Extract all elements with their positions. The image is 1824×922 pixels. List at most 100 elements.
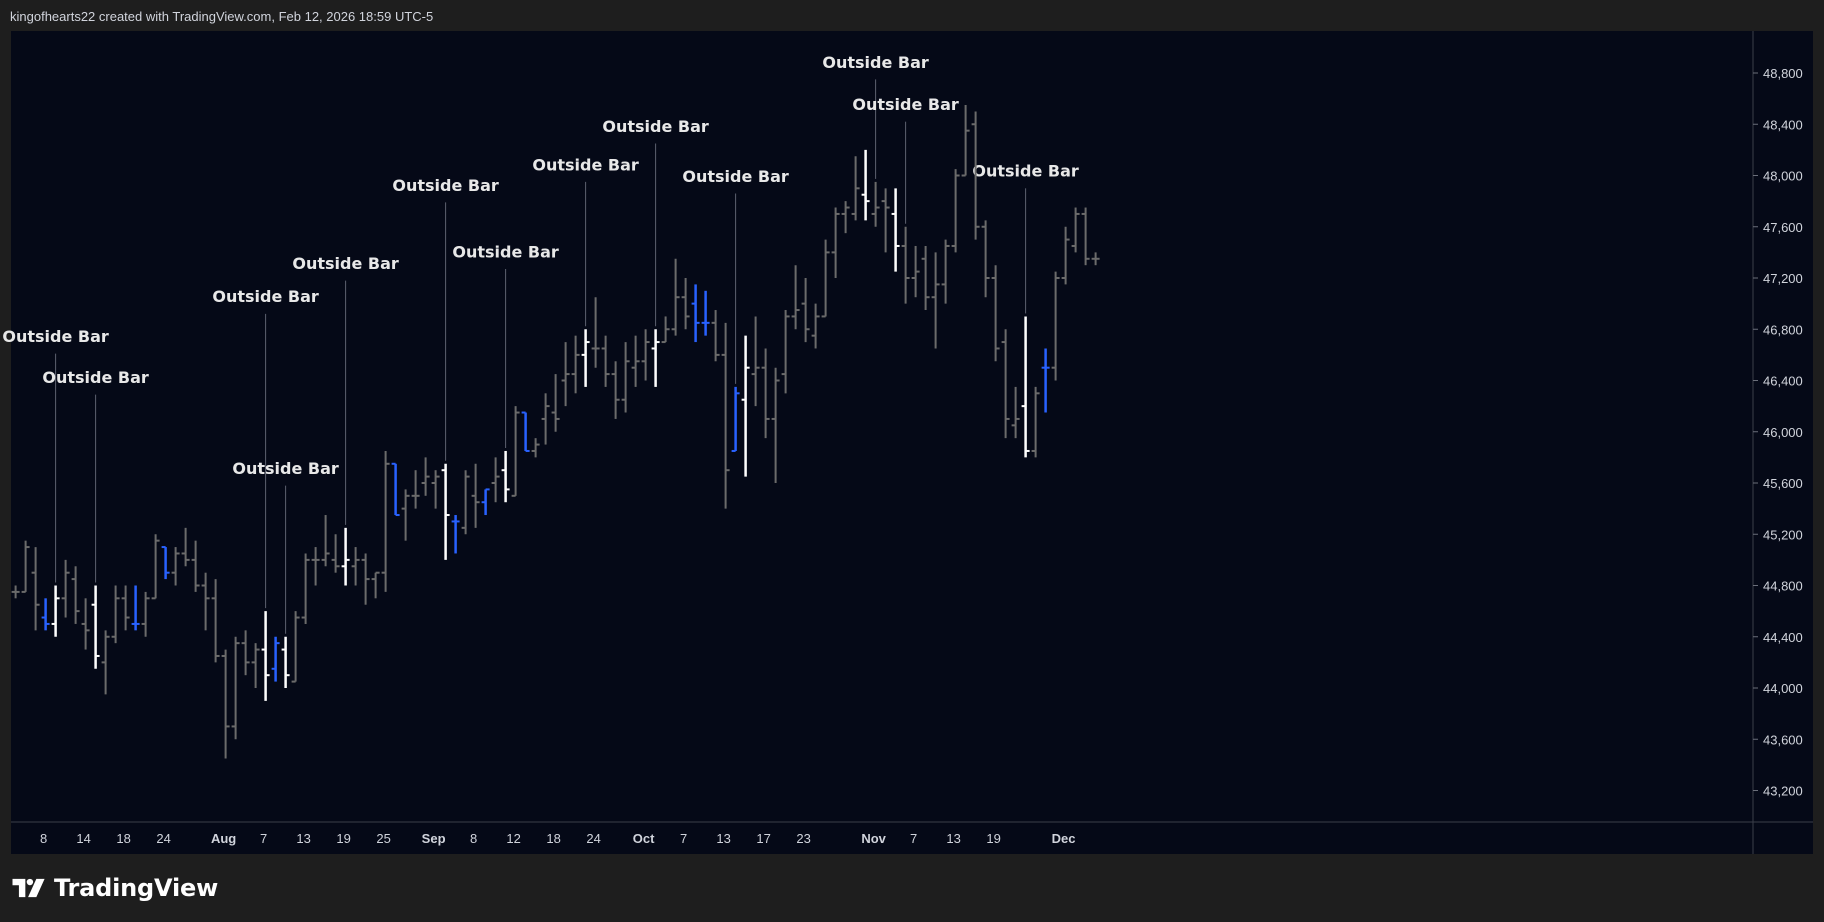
ohlc-bar — [291, 611, 300, 683]
annotation-label: Outside Bar — [42, 368, 149, 387]
price-tick-label: 44,800 — [1763, 579, 1803, 594]
ohlc-bar — [901, 226, 910, 304]
ohlc-bar — [741, 335, 750, 477]
ohlc-bar — [1021, 316, 1030, 458]
tradingview-wordmark: TradingView — [54, 874, 219, 902]
ohlc-bar — [381, 450, 390, 592]
ohlc-bar — [201, 572, 210, 631]
price-tick-label: 45,200 — [1763, 527, 1803, 542]
time-tick-label: Oct — [633, 831, 655, 846]
ohlc-bar — [121, 585, 130, 631]
tradingview-logo[interactable]: TradingView — [12, 874, 218, 902]
ohlc-bar — [841, 201, 850, 234]
ohlc-bar — [711, 310, 720, 362]
ohlc-bar — [71, 566, 80, 624]
time-tick-label: 8 — [470, 831, 477, 846]
ohlc-bar — [91, 585, 100, 669]
ohlc-bar — [621, 342, 630, 413]
price-tick-label: 46,800 — [1763, 322, 1803, 337]
time-tick-label: 18 — [546, 831, 560, 846]
price-tick-label: 45,600 — [1763, 476, 1803, 491]
ohlc-bar — [1041, 348, 1050, 413]
time-tick-label: 25 — [376, 831, 390, 846]
ohlc-bar — [331, 534, 340, 573]
ohlc-bar — [1051, 271, 1060, 381]
time-tick-label: 24 — [586, 831, 600, 846]
time-tick-label: Sep — [422, 831, 446, 846]
outside-bar-annotation: Outside Bar — [42, 368, 149, 583]
ohlc-bar — [281, 636, 290, 688]
ohlc-bar — [851, 156, 860, 221]
price-tick-label: 44,400 — [1763, 630, 1803, 645]
ohlc-bar — [751, 316, 760, 407]
price-tick-label: 48,400 — [1763, 117, 1803, 132]
ohlc-bar — [651, 329, 660, 387]
time-tick-label: 8 — [40, 831, 47, 846]
time-tick-label: 17 — [756, 831, 770, 846]
ohlc-bar — [261, 611, 270, 701]
ohlc-bar — [1001, 329, 1010, 439]
ohlc-bar — [641, 329, 650, 381]
ohlc-bar — [181, 527, 190, 567]
ohlc-bar — [191, 540, 200, 592]
time-tick-label: 14 — [76, 831, 90, 846]
time-tick-label: 19 — [986, 831, 1000, 846]
time-tick-label: 7 — [260, 831, 267, 846]
ohlc-bar — [511, 406, 520, 497]
ohlc-bar — [631, 335, 640, 387]
annotation-label: Outside Bar — [682, 167, 789, 186]
ohlc-bar — [521, 411, 530, 452]
ohlc-bar — [721, 322, 730, 509]
ohlc-bar — [341, 527, 350, 586]
annotation-label: Outside Bar — [212, 287, 319, 306]
ohlc-bar — [1011, 386, 1020, 439]
annotation-label: Outside Bar — [2, 327, 109, 346]
ohlc-bar — [21, 540, 30, 593]
outside-bar-annotation: Outside Bar — [2, 327, 109, 583]
ohlc-bar — [591, 297, 600, 368]
time-tick-label: 23 — [796, 831, 810, 846]
price-tick-label: 46,400 — [1763, 374, 1803, 389]
ohlc-bar — [821, 239, 830, 318]
ohlc-bar — [801, 278, 810, 343]
ohlc-bar — [761, 348, 770, 439]
ohlc-bar — [491, 457, 500, 503]
ohlc-bar — [951, 169, 960, 253]
price-axis[interactable]: 48,800 48,400 48,000 47,600 47,200 46,800 46,4… — [1753, 66, 1803, 799]
annotation-label: Outside Bar — [392, 176, 499, 195]
ohlc-bar — [981, 220, 990, 298]
ohlc-bar — [561, 342, 570, 407]
price-tick-label: 47,200 — [1763, 271, 1803, 286]
ohlc-bar — [571, 335, 580, 394]
price-tick-label: 46,000 — [1763, 425, 1803, 440]
price-tick-label: 47,600 — [1763, 220, 1803, 235]
time-tick-label: Dec — [1052, 831, 1076, 846]
ohlc-bar — [691, 284, 700, 343]
annotation-label: Outside Bar — [232, 459, 339, 478]
ohlc-bar — [241, 630, 250, 676]
ohlc-bar — [1071, 207, 1080, 253]
time-tick-label: 7 — [680, 831, 687, 846]
ohlc-bar — [471, 463, 480, 528]
ohlc-bar — [431, 470, 440, 509]
annotation-label: Outside Bar — [852, 95, 959, 114]
ohlc-bar — [971, 111, 980, 240]
time-tick-label: Nov — [861, 831, 886, 846]
outside-bar-annotation: Outside Bar — [682, 167, 789, 384]
outside-bar-annotation: Outside Bar — [452, 242, 559, 448]
time-tick-label: 18 — [116, 831, 130, 846]
chart-attribution: kingofhearts22 created with TradingView.… — [10, 9, 434, 24]
ohlc-bar — [321, 515, 330, 567]
ohlc-bar — [941, 239, 950, 304]
ohlc-bar — [151, 534, 160, 600]
ohlc-bar — [551, 374, 560, 432]
ohlc-bar — [701, 290, 710, 336]
ohlc-bar — [1031, 386, 1040, 458]
time-axis[interactable]: 8 14 18 24 Aug 7 13 19 25 Sep 8 12 18 24 Oct 7 13 17 23 Nov… — [40, 831, 1076, 846]
outside-bar-annotation: Outside Bar — [212, 287, 319, 609]
ohlc-bar — [401, 489, 410, 541]
annotation-label: Outside Bar — [972, 162, 1079, 181]
outside-bar-annotation: Outside Bar — [602, 117, 709, 327]
ohlc-bar — [61, 559, 70, 618]
time-tick-label: 24 — [156, 831, 170, 846]
